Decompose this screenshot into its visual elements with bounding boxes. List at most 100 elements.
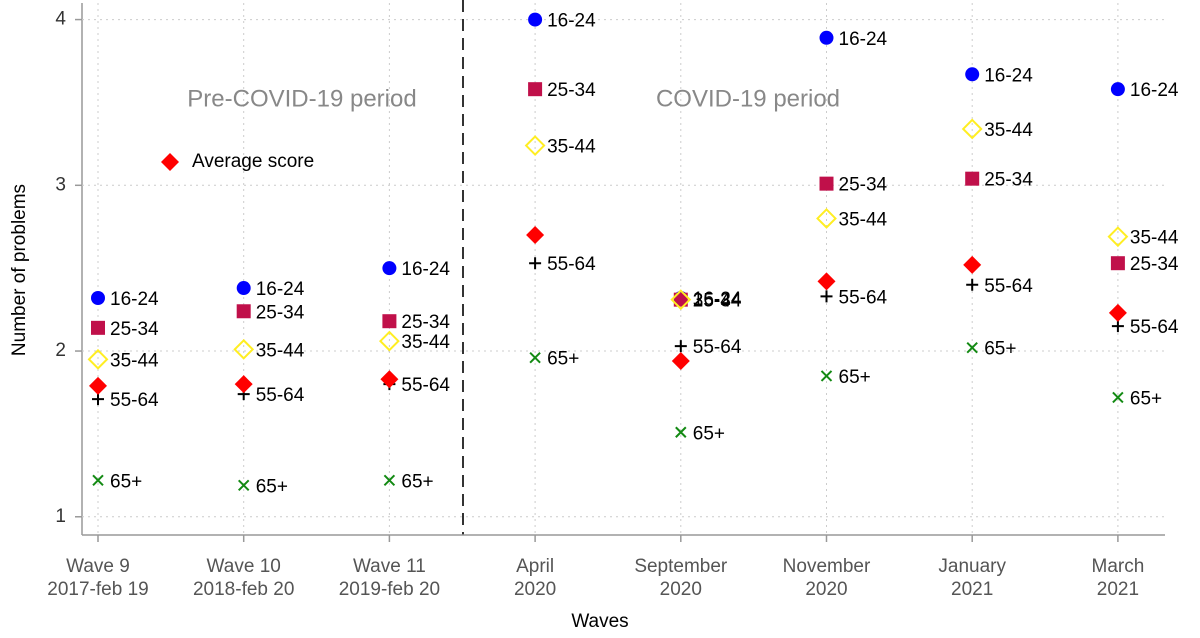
point-label: 25-34 bbox=[401, 312, 450, 333]
point bbox=[92, 474, 104, 487]
point bbox=[819, 30, 834, 45]
point bbox=[91, 291, 105, 306]
point-label: 55-64 bbox=[984, 276, 1033, 297]
point-label: 55-64 bbox=[547, 254, 596, 275]
x-tick-label: 2019-feb 20 bbox=[339, 579, 440, 600]
point bbox=[1107, 226, 1129, 248]
point bbox=[673, 292, 688, 307]
point-label: 25-34 bbox=[984, 170, 1033, 191]
point-label: 35-44 bbox=[839, 209, 888, 230]
point-label: 35-44 bbox=[110, 350, 159, 371]
point-label: 55-64 bbox=[1130, 317, 1179, 338]
point-label: 65+ bbox=[547, 349, 579, 370]
period-annotation: Pre-COVID-19 period bbox=[187, 85, 416, 112]
point bbox=[966, 342, 978, 354]
point-label: 25-34 bbox=[256, 302, 305, 323]
point bbox=[1110, 82, 1125, 97]
point-label: 35-44 bbox=[547, 137, 596, 158]
point-label: 35-44 bbox=[1130, 228, 1179, 249]
point bbox=[234, 375, 253, 394]
period-annotation: COVID-19 period bbox=[656, 85, 840, 112]
point-label: 25-34 bbox=[1130, 254, 1179, 275]
point bbox=[89, 376, 107, 395]
point bbox=[382, 314, 397, 329]
y-tick-label: 3 bbox=[55, 174, 66, 195]
point bbox=[233, 338, 255, 360]
point-label: 16-24 bbox=[110, 289, 159, 310]
point bbox=[236, 304, 251, 319]
point bbox=[1108, 303, 1127, 322]
x-tick-label: 2021 bbox=[951, 579, 993, 600]
x-tick-label: 2018-feb 20 bbox=[193, 579, 294, 600]
point-label: 65+ bbox=[693, 423, 725, 444]
point-label: 16-24 bbox=[839, 29, 888, 50]
y-axis-title: Number of problems bbox=[9, 184, 30, 356]
x-axis-title: Waves bbox=[571, 611, 628, 632]
point-label: 35-44 bbox=[693, 291, 742, 312]
point bbox=[237, 479, 250, 491]
x-tick-label: 2020 bbox=[660, 579, 702, 600]
x-tick-label: Wave 9 bbox=[66, 556, 130, 577]
x-tick-label: Wave 10 bbox=[207, 556, 281, 577]
point-label: 35-44 bbox=[256, 340, 305, 361]
point-label: 55-64 bbox=[401, 375, 450, 396]
point bbox=[529, 257, 542, 270]
point bbox=[92, 393, 104, 406]
point bbox=[670, 289, 692, 311]
point-label: 55-64 bbox=[256, 385, 305, 406]
point-label: 16-24 bbox=[401, 259, 450, 280]
point bbox=[87, 348, 109, 370]
point bbox=[529, 351, 541, 364]
point bbox=[820, 370, 833, 382]
point-label: 55-64 bbox=[693, 337, 742, 358]
point-label: 25-34 bbox=[839, 175, 888, 196]
point bbox=[966, 278, 979, 291]
point-label: 25-34 bbox=[547, 80, 596, 101]
point bbox=[820, 290, 833, 303]
point bbox=[965, 67, 980, 82]
x-tick-label: 2021 bbox=[1097, 579, 1139, 600]
point bbox=[236, 281, 251, 296]
point bbox=[817, 272, 836, 291]
x-tick-label: 2020 bbox=[805, 579, 847, 600]
point bbox=[1111, 320, 1124, 333]
point bbox=[91, 320, 105, 335]
point bbox=[816, 208, 837, 229]
point-label: 35-44 bbox=[401, 332, 450, 353]
point-label: 25-34 bbox=[110, 319, 159, 340]
point bbox=[1110, 256, 1125, 271]
x-tick-label: September bbox=[634, 556, 728, 577]
point bbox=[671, 351, 690, 370]
point-label: 65+ bbox=[401, 471, 433, 492]
point-label: 16-24 bbox=[256, 279, 305, 300]
x-tick-label: March bbox=[1092, 556, 1145, 577]
x-tick-label: 2020 bbox=[514, 579, 556, 600]
legend-marker bbox=[161, 153, 179, 171]
point bbox=[380, 370, 399, 389]
point bbox=[528, 82, 543, 97]
point-label: 16-24 bbox=[984, 65, 1033, 86]
point-label: 55-64 bbox=[110, 390, 159, 411]
point bbox=[378, 330, 400, 352]
point-label: 25-34 bbox=[693, 291, 742, 312]
x-tick-label: Wave 11 bbox=[353, 556, 426, 577]
point-label: 65+ bbox=[1130, 388, 1162, 409]
point-label: 16-24 bbox=[693, 289, 742, 310]
point bbox=[675, 426, 687, 438]
x-tick-label: 2017-feb 19 bbox=[47, 579, 148, 600]
point bbox=[383, 474, 396, 487]
point bbox=[965, 171, 980, 186]
point-label: 16-24 bbox=[1130, 80, 1179, 101]
point bbox=[674, 340, 687, 353]
point-label: 65+ bbox=[256, 476, 288, 497]
legend-label: Average score bbox=[192, 151, 314, 172]
point bbox=[382, 261, 397, 276]
point bbox=[963, 255, 982, 274]
point-label: 65+ bbox=[839, 367, 871, 388]
point-label: 65+ bbox=[110, 471, 142, 492]
point bbox=[1112, 391, 1124, 404]
y-tick-label: 2 bbox=[55, 340, 66, 361]
x-tick-label: April bbox=[516, 556, 554, 577]
point-label: 55-64 bbox=[839, 287, 888, 308]
